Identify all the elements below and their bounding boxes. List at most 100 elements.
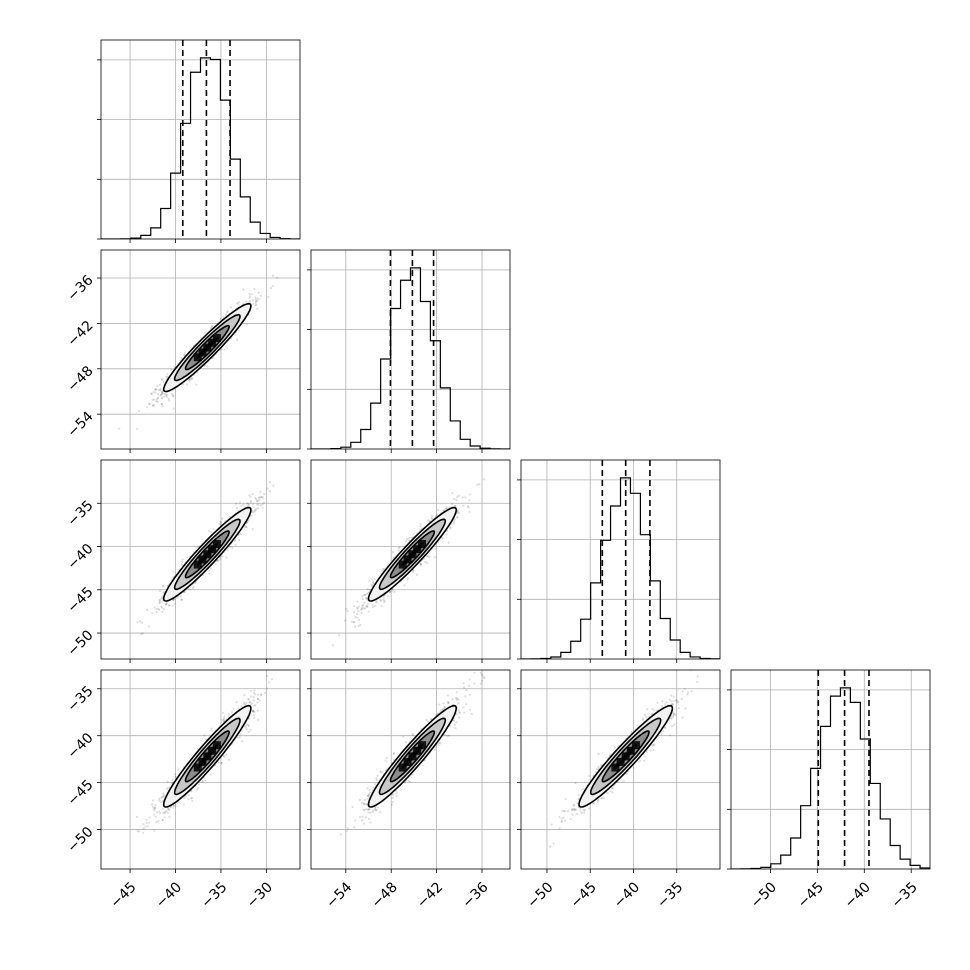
sample-point [195,383,198,386]
sample-point [140,632,143,636]
sample-point [157,820,160,823]
sample-point [210,729,214,732]
sample-point [158,383,161,386]
sample-point [225,753,228,756]
density-core [193,353,202,362]
sample-point [162,794,166,797]
sample-point [285,457,287,459]
sample-point [188,379,191,382]
sample-point [259,496,263,499]
panel-2-0: −50−45−40−35 [64,457,301,663]
sample-point [441,537,444,540]
sample-point [155,610,158,614]
sample-point [160,378,163,382]
sample-point [168,815,171,818]
sample-point [165,601,168,604]
sample-point [211,325,214,328]
sample-point [142,831,145,835]
sample-point [411,570,414,573]
sample-point [150,803,154,806]
sample-point [226,345,229,348]
sample-point [159,389,162,392]
sample-point [245,525,248,529]
sample-point [234,333,237,336]
sample-point [245,300,248,304]
sample-point [357,618,361,621]
sample-point [142,827,145,830]
sample-point [406,577,410,580]
sample-point [138,620,142,623]
sample-point [220,348,223,351]
sample-point [251,709,254,712]
sample-point [253,691,256,694]
sample-point [353,620,356,624]
sample-point [180,357,183,360]
sample-point [173,366,176,369]
sample-point [365,596,368,600]
sample-point [187,587,190,591]
sample-point [355,606,359,609]
sample-point [251,493,254,496]
sample-point [174,773,177,776]
contour-line-2 [184,530,230,579]
density-core [203,550,212,559]
sample-point [254,508,257,511]
panel-2-1 [307,459,511,663]
sample-point [165,788,169,791]
sample-point [356,607,359,610]
sample-point [361,603,365,606]
sample-point [249,728,252,731]
sample-point [234,543,237,546]
sample-point [168,399,171,402]
sample-point [247,724,250,728]
sample-point [171,599,175,602]
sample-point [249,295,252,298]
sample-point [243,505,246,508]
sample-point [249,299,252,302]
sample-point [236,302,239,305]
sample-point [209,773,212,776]
sample-point [179,595,182,598]
samples [136,457,287,636]
sample-point [431,517,434,520]
sample-point [234,538,237,541]
sample-point [158,599,161,602]
sample-point [145,406,149,409]
sample-point [204,779,207,782]
sample-point [258,298,261,301]
sample-point [240,504,243,507]
sample-point [256,499,259,502]
sample-point [252,695,256,699]
sample-point [171,604,174,607]
y-tick-label-param-2: −40 [64,541,96,573]
sample-point [430,517,433,520]
panel-frame [310,459,511,660]
x-tick-label-param-0: −30 [244,879,276,911]
panel-frame [100,249,301,450]
sample-point [161,610,164,613]
contour-line-2 [184,324,230,371]
sample-point [462,504,465,507]
sample-point [252,505,255,509]
sample-point [360,611,363,614]
sample-point [372,606,375,609]
sample-point [155,821,158,824]
contour-line-1 [173,518,241,591]
sample-point [227,713,231,716]
sample-point [161,391,164,394]
sample-point [412,569,415,572]
sample-point [468,499,471,502]
sample-point [219,557,222,561]
samples [332,478,486,647]
density-core [413,545,422,554]
sample-point [154,391,157,394]
sample-point [254,496,257,499]
sample-point [209,327,213,330]
sample-point [445,533,448,536]
sample-point [210,325,213,328]
contour-line-2 [389,530,436,579]
y-tick-label-param-1: −48 [64,363,96,395]
sample-point [155,400,158,403]
sample-point [165,810,168,813]
sample-point [352,621,355,624]
